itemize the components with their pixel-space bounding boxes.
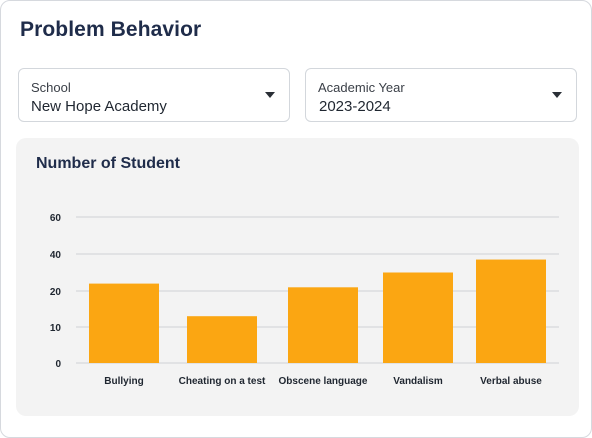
y-tick-label: 40 — [50, 250, 62, 261]
school-select-value: New Hope Academy — [31, 98, 167, 115]
chevron-down-icon[interactable] — [265, 92, 275, 98]
y-tick-label: 10 — [50, 323, 62, 334]
bar-chart: 0 10 20 40 60 Bullying Cheating on a test Obsce… — [50, 213, 559, 387]
chart-title: Number of Student — [36, 155, 180, 172]
school-select[interactable]: School New Hope Academy — [18, 68, 290, 122]
bar[interactable] — [383, 272, 453, 364]
y-tick-label: 0 — [55, 359, 61, 370]
chevron-down-icon[interactable] — [552, 92, 562, 98]
x-category-label: Obscene language — [279, 376, 368, 387]
academic-year-select-label: Academic Year — [318, 80, 405, 95]
chart-panel: Number of Student 0 10 20 40 60 Bullying Cheat… — [16, 138, 579, 416]
academic-year-select-value: 2023-2024 — [319, 98, 391, 115]
bar[interactable] — [288, 287, 358, 363]
x-category-label: Vandalism — [393, 376, 443, 387]
y-tick-label: 60 — [50, 213, 62, 224]
bar[interactable] — [476, 259, 546, 363]
bar[interactable] — [89, 283, 159, 363]
y-tick-label: 20 — [50, 287, 62, 298]
academic-year-select[interactable]: Academic Year 2023-2024 — [305, 68, 577, 122]
x-category-label: Verbal abuse — [480, 376, 542, 387]
x-category-label: Cheating on a test — [179, 376, 266, 387]
x-category-label: Bullying — [104, 376, 143, 387]
page-title: Problem Behavior — [20, 18, 202, 41]
bar[interactable] — [187, 316, 257, 363]
school-select-label: School — [31, 80, 71, 95]
